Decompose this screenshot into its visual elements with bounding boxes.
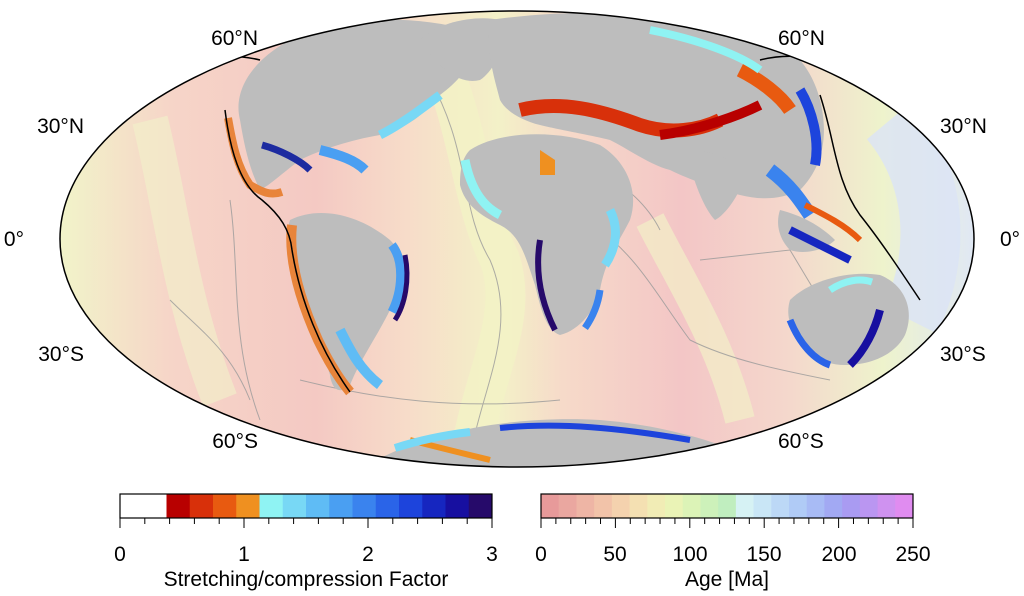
age-swatch [789, 494, 808, 518]
pacific-ridge-band [132, 115, 237, 407]
atlantic-ridge-band [412, 31, 526, 463]
stretch-tick-1: 1 [238, 543, 250, 566]
colorbar-stretching-ticks [119, 518, 493, 528]
lat-label-left-0: 0° [4, 228, 24, 251]
stretch-swatch [236, 494, 260, 518]
lat-label-right-30s: 30°S [940, 343, 986, 366]
age-tick-250: 250 [895, 543, 930, 566]
stretch-swatch [259, 494, 284, 518]
age-swatch [682, 494, 701, 518]
stretch-swatch [306, 494, 330, 518]
stretch-swatch [120, 494, 144, 518]
age-swatch [700, 494, 719, 518]
colorbar-age-title: Age [Ma] [685, 568, 769, 591]
age-swatch [877, 494, 896, 518]
lat-labels-left: 60°N 30°N 0° 30°S 60°S [4, 27, 258, 453]
lat-label-left-60s: 60°S [212, 430, 258, 453]
lat-label-left-30s: 30°S [38, 343, 84, 366]
stretch-tick-0: 0 [114, 543, 126, 566]
stretch-swatch [445, 494, 470, 518]
age-swatch [629, 494, 648, 518]
age-swatch [647, 494, 666, 518]
east-pacific-old-band [866, 100, 961, 334]
age-tick-150: 150 [746, 543, 781, 566]
age-swatch [576, 494, 595, 518]
stretch-swatch [143, 494, 167, 518]
colorbar-stretching-frame [119, 493, 493, 519]
age-swatch [771, 494, 790, 518]
stretch-swatch [166, 494, 191, 518]
lat-label-right-60n: 60°N [778, 27, 825, 50]
continent-africa [460, 134, 634, 335]
age-swatch [558, 494, 577, 518]
lat-label-left-60n: 60°N [211, 27, 258, 50]
age-swatch [541, 494, 560, 518]
stretch-swatch [282, 494, 307, 518]
age-tick-50: 50 [603, 543, 626, 566]
age-swatch [895, 494, 914, 518]
greenland [420, 18, 504, 81]
continent-north-america [224, 19, 473, 198]
age-tick-100: 100 [672, 543, 707, 566]
lat-label-right-30n: 30°N [940, 115, 987, 138]
stretch-swatch [375, 494, 400, 518]
stretch-swatch [189, 494, 214, 518]
colorbar-stretching: 0 1 2 3 Stretching/compression Factor [114, 493, 498, 591]
age-swatch [718, 494, 737, 518]
lat-label-right-60s: 60°S [778, 430, 824, 453]
age-swatch [806, 494, 825, 518]
lat-labels-right: 60°N 30°N 0° 30°S 60°S [778, 27, 1020, 453]
colorbar-age: 0 50 100 150 200 250 Age [Ma] [535, 493, 931, 591]
age-swatch [611, 494, 631, 518]
age-swatch [842, 494, 861, 518]
age-swatch [665, 494, 684, 518]
lat-label-left-30n: 30°N [37, 115, 84, 138]
age-swatch [594, 494, 613, 518]
age-swatch [753, 494, 772, 518]
colorbar-age-ticks [540, 518, 914, 528]
continent-eurasia [488, 12, 824, 219]
age-tick-0: 0 [535, 543, 547, 566]
stretch-swatch [468, 494, 493, 518]
southeast-asia [778, 202, 863, 264]
stretch-tick-2: 2 [362, 543, 374, 566]
age-swatch [824, 494, 843, 518]
stretch-tick-3: 3 [486, 543, 498, 566]
colorbar-age-frame [540, 493, 914, 519]
stretch-swatch [422, 494, 446, 518]
continent-australia [786, 273, 909, 369]
age-swatch [735, 494, 755, 518]
globe-outline [59, 10, 975, 468]
age-tick-200: 200 [821, 543, 856, 566]
stretch-swatch [329, 494, 353, 518]
stretch-swatch [399, 494, 423, 518]
colorbar-stretching-swatches [120, 494, 493, 518]
colorbar-stretching-title: Stretching/compression Factor [164, 568, 449, 591]
continent-south-america [286, 212, 410, 396]
indian-ridge-band [636, 213, 755, 424]
lat-label-right-0: 0° [1000, 228, 1020, 251]
age-swatch [859, 494, 879, 518]
india [690, 150, 745, 220]
stretch-swatch [352, 494, 377, 518]
stretch-swatch [213, 494, 237, 518]
colorbar-age-swatches [541, 494, 914, 518]
